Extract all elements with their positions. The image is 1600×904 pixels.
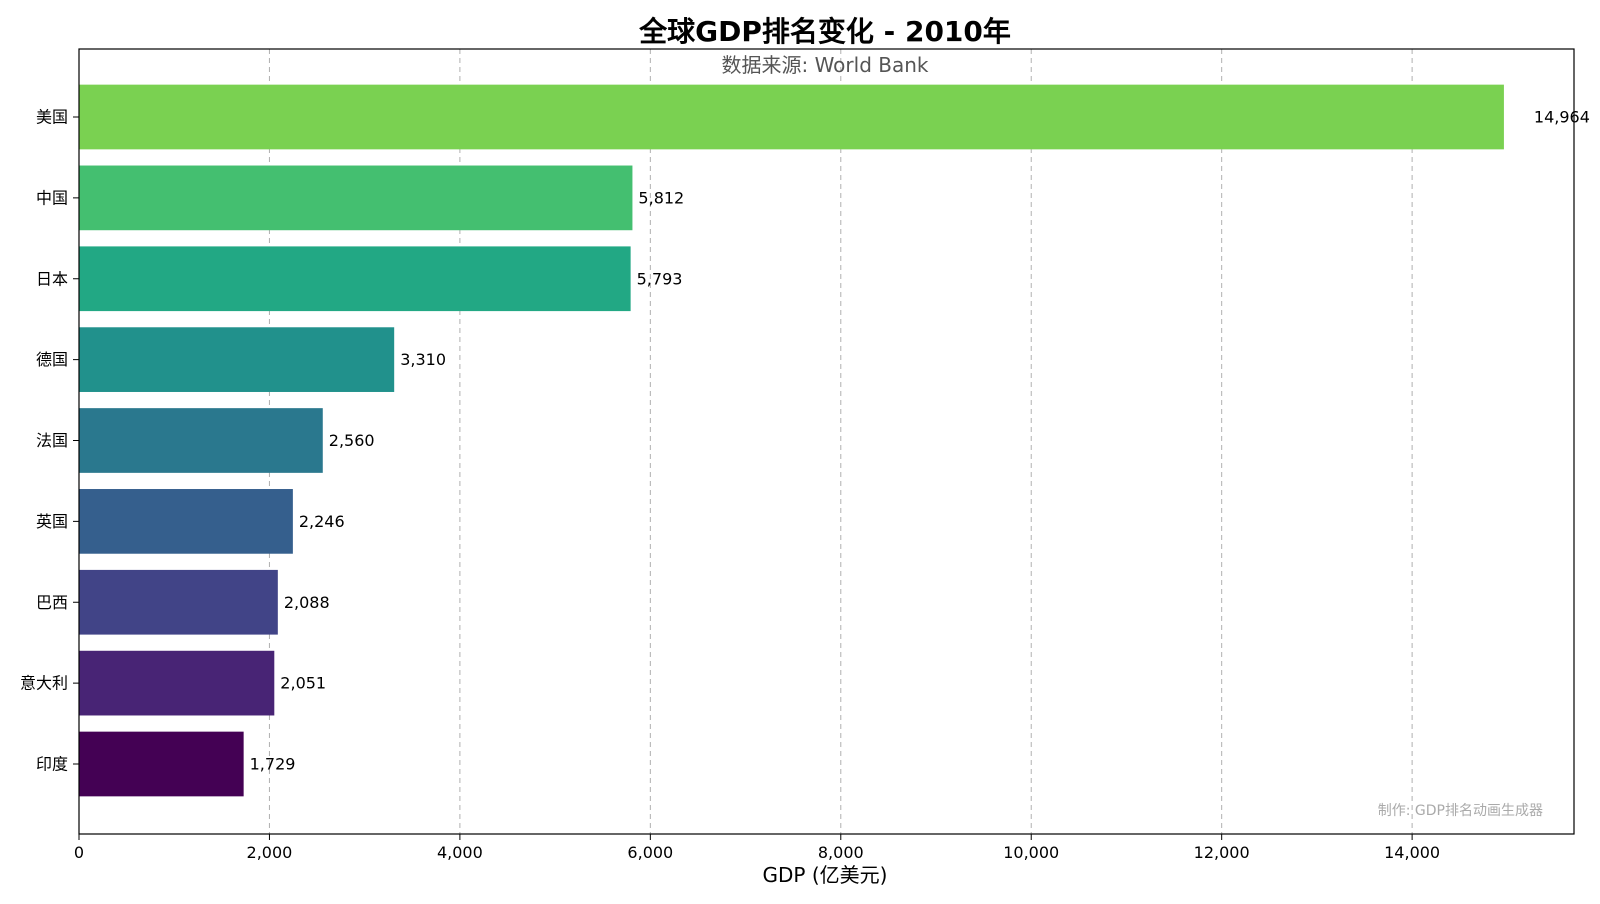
- bar: [79, 165, 633, 231]
- bar: [79, 246, 631, 312]
- bar-value-label: 1,729: [250, 755, 296, 774]
- bar-value-label: 2,560: [329, 431, 375, 450]
- x-tick-label: 12,000: [1194, 843, 1250, 862]
- category-label: 日本: [36, 269, 68, 288]
- bar-value-label: 5,812: [638, 188, 684, 207]
- bar-value-label: 2,088: [284, 593, 330, 612]
- value-labels: 14,964 5,812 5,793 3,310 2,560 2,246 2,088 2,05…: [250, 108, 1590, 774]
- chart-subtitle: 数据来源: World Bank: [721, 53, 928, 77]
- x-axis-ticks: 0 2,000 4,000 6,000 8,000 10,000 12,000 14,000: [74, 834, 1440, 862]
- bar: [79, 569, 278, 635]
- x-tick-label: 8,000: [818, 843, 864, 862]
- bar-value-label: 5,793: [637, 269, 683, 288]
- x-tick-label: 10,000: [1003, 843, 1059, 862]
- bar: [79, 731, 244, 797]
- category-label: 德国: [36, 350, 68, 369]
- x-tick-label: 2,000: [247, 843, 293, 862]
- category-label: 中国: [36, 188, 68, 207]
- x-tick-label: 0: [74, 843, 84, 862]
- x-tick-label: 6,000: [627, 843, 673, 862]
- chart-title: 全球GDP排名变化 - 2010年: [638, 15, 1011, 48]
- category-label: 美国: [36, 108, 68, 127]
- plot-frame: [78, 48, 1575, 835]
- bar-value-label: 2,246: [299, 512, 345, 531]
- bar: [79, 408, 323, 473]
- x-tick-label: 14,000: [1384, 843, 1440, 862]
- category-label: 法国: [36, 431, 68, 450]
- category-label: 英国: [36, 512, 68, 531]
- bar: [79, 650, 275, 716]
- credit-text: 制作: GDP排名动画生成器: [1378, 803, 1543, 819]
- bar: [79, 84, 1504, 150]
- bar-value-label: 2,051: [280, 674, 326, 693]
- x-tick-label: 4,000: [437, 843, 483, 862]
- bar-value-label: 14,964: [1534, 108, 1590, 127]
- bar-value-label: 3,310: [400, 350, 446, 369]
- bar: [79, 489, 293, 554]
- bar: [79, 327, 395, 392]
- bars: [79, 84, 1504, 797]
- x-axis-title: GDP (亿美元): [763, 863, 888, 887]
- category-label: 意大利: [20, 674, 68, 693]
- category-label: 印度: [36, 755, 68, 774]
- category-label: 巴西: [36, 593, 68, 612]
